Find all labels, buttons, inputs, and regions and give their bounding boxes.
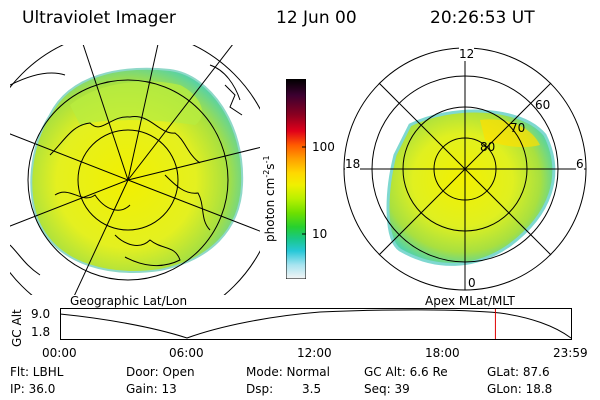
coastline <box>49 116 211 267</box>
mlat-label-60: 60 <box>535 98 551 112</box>
mlat-label-80: 80 <box>480 140 496 154</box>
mlat-label-70: 70 <box>510 121 526 135</box>
timeline-xtick-2359: 23:59 <box>553 346 588 360</box>
aurora-bright-region <box>70 81 203 125</box>
observation-time: 20:26:53 UT <box>430 8 535 28</box>
geographic-meridians <box>10 45 260 295</box>
timeline-ylabel: GC Alt <box>10 309 24 347</box>
timeline-xtick-0600: 06:00 <box>169 346 204 360</box>
magnetic-panel-label: Apex MLat/MLT <box>425 294 515 308</box>
timeline-ytick-high: 9.0 <box>31 307 51 321</box>
info-glon: GLon: 18.8 <box>487 382 553 396</box>
intensity-colorbar <box>286 79 306 279</box>
mlt-label-18: 18 <box>345 157 361 171</box>
timeline-xtick-1200: 12:00 <box>297 346 332 360</box>
mlt-label-6: 6 <box>576 157 584 171</box>
timeline-xtick-1800: 18:00 <box>425 346 460 360</box>
info-mode: Mode: Normal <box>246 365 330 379</box>
observation-date: 12 Jun 00 <box>276 8 357 28</box>
info-gc-alt: GC Alt: 6.6 Re <box>364 365 448 379</box>
timeline-ytick-low: 1.8 <box>31 325 51 339</box>
coastline-outer <box>10 64 243 276</box>
info-filter: Flt: LBHL <box>10 365 64 379</box>
info-dsp-label: Dsp: <box>246 382 274 396</box>
info-glat: GLat: 87.6 <box>487 365 550 379</box>
timeline-xtick-0000: 00:00 <box>42 346 77 360</box>
info-gain: Gain: 13 <box>126 382 177 396</box>
instrument-title: Ultraviolet Imager <box>22 8 176 28</box>
mlt-label-12: 12 <box>459 47 475 61</box>
colorbar-tick-10: 10 <box>312 227 328 241</box>
info-door: Door: Open <box>126 365 195 379</box>
mlt-label-0: 0 <box>468 276 476 290</box>
geographic-aurora-image <box>10 45 260 295</box>
magnetic-polar-plot <box>343 47 587 291</box>
colorbar-tick-100: 100 <box>312 140 335 154</box>
mlt-grid-lines <box>344 48 586 290</box>
aurora-oval-right <box>386 109 556 266</box>
geographic-panel-label: Geographic Lat/Lon <box>70 294 188 308</box>
colorbar-unit-label: photon cm-2s-1 <box>262 155 277 242</box>
info-seq: Seq: 39 <box>364 382 410 396</box>
altitude-timeline-plot <box>60 308 572 340</box>
info-ip: IP: 36.0 <box>10 382 56 396</box>
aurora-bright-spot <box>480 119 540 148</box>
info-dsp-value: 3.5 <box>302 382 322 396</box>
altitude-curve <box>60 309 572 339</box>
